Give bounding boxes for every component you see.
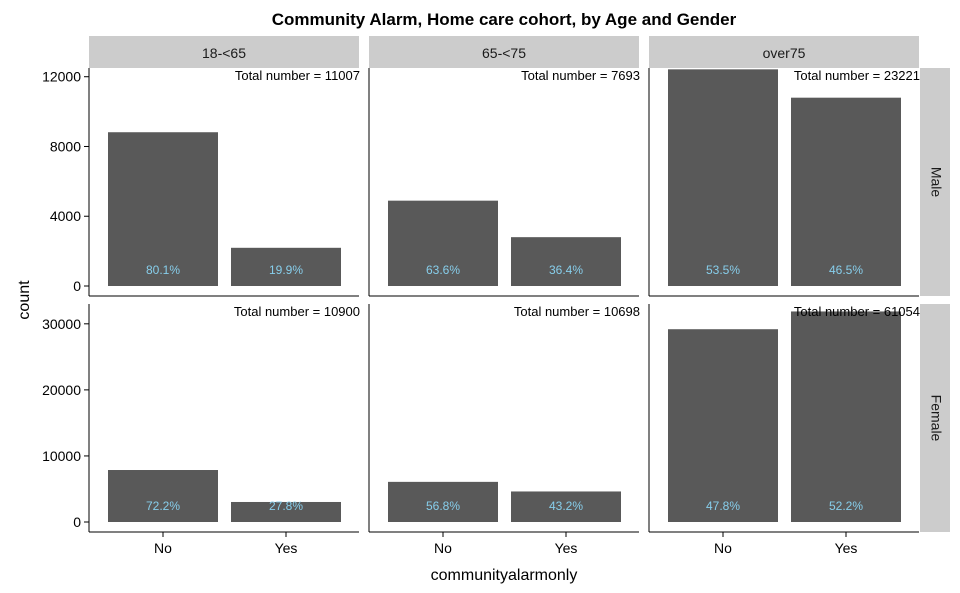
row-strip-label: Female xyxy=(928,395,944,442)
bar-percent-label: 80.1% xyxy=(146,263,180,277)
x-tick-label: No xyxy=(154,540,172,556)
bar-female-3-no xyxy=(668,329,778,522)
bar-percent-label: 43.2% xyxy=(549,499,583,513)
x-axis-title: communityalarmonly xyxy=(431,567,578,584)
bar-percent-label: 19.9% xyxy=(269,263,303,277)
bar-percent-label: 46.5% xyxy=(829,263,863,277)
chart-title: Community Alarm, Home care cohort, by Ag… xyxy=(272,10,737,29)
bar-male-2-yes xyxy=(511,237,621,286)
bar-male-2-no xyxy=(388,200,498,286)
total-number-annotation: Total number = 61054 xyxy=(794,304,920,319)
x-tick-label: Yes xyxy=(835,540,858,556)
y-tick-label: 12000 xyxy=(42,69,81,85)
y-tick-label: 30000 xyxy=(42,316,81,332)
bar-percent-label: 47.8% xyxy=(706,499,740,513)
bar-female-1-no xyxy=(108,470,218,522)
bar-male-1-no xyxy=(108,132,218,286)
bar-percent-label: 27.8% xyxy=(269,499,303,513)
total-number-annotation: Total number = 10900 xyxy=(234,304,360,319)
x-tick-label: No xyxy=(714,540,732,556)
y-tick-label: 0 xyxy=(73,278,81,294)
bar-female-2-no xyxy=(388,481,498,522)
bar-percent-label: 56.8% xyxy=(426,499,460,513)
facet-strip-2 xyxy=(369,36,639,68)
total-number-annotation: Total number = 10698 xyxy=(514,304,640,319)
bar-percent-label: 36.4% xyxy=(549,263,583,277)
y-tick-label: 20000 xyxy=(42,382,81,398)
facet-grid: 18-<65 65-<75 over75 Male 0 4000 8000 12000 80.1… xyxy=(42,36,950,556)
facet-strip-label: 18-<65 xyxy=(202,45,246,61)
bar-male-1-yes xyxy=(231,247,341,286)
total-number-annotation: Total number = 23221 xyxy=(794,68,920,83)
bar-percent-label: 63.6% xyxy=(426,263,460,277)
y-tick-label: 4000 xyxy=(50,208,81,224)
facet-strip-label: over75 xyxy=(763,45,806,61)
row-strip-male xyxy=(920,68,950,296)
facet-strip-3 xyxy=(649,36,919,68)
total-number-annotation: Total number = 11007 xyxy=(235,68,360,83)
bar-female-1-yes xyxy=(231,501,341,522)
bar-female-3-yes xyxy=(791,311,901,522)
x-tick-label: Yes xyxy=(275,540,298,556)
x-tick-label: Yes xyxy=(555,540,578,556)
bar-percent-label: 52.2% xyxy=(829,499,863,513)
x-tick-label: No xyxy=(434,540,452,556)
facet-strip-1 xyxy=(89,36,359,68)
row-strip-label: Male xyxy=(928,167,944,198)
y-tick-label: 0 xyxy=(73,514,81,530)
bar-male-3-no xyxy=(668,69,778,286)
y-tick-label: 10000 xyxy=(42,448,81,464)
bar-female-2-yes xyxy=(511,491,621,522)
y-tick-label: 8000 xyxy=(50,138,81,154)
facet-strip-label: 65-<75 xyxy=(482,45,526,61)
y-axis-title: count xyxy=(16,280,33,320)
total-number-annotation: Total number = 7693 xyxy=(521,68,640,83)
bar-percent-label: 53.5% xyxy=(706,263,740,277)
bar-male-3-yes xyxy=(791,97,901,286)
bar-percent-label: 72.2% xyxy=(146,499,180,513)
row-strip-female xyxy=(920,304,950,532)
